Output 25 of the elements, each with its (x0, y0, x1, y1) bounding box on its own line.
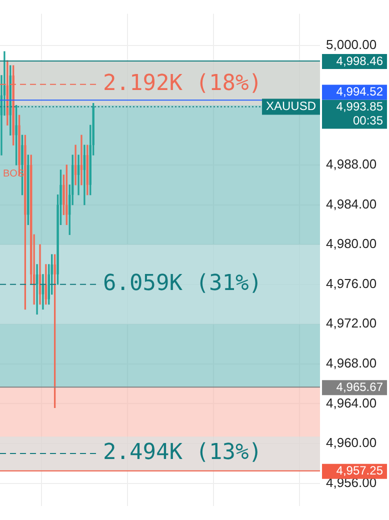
ref-line-label: 4,998.46 (336, 54, 384, 68)
annotation: XAUUSD (266, 99, 316, 114)
y-tick-label: 4,972.00 (326, 316, 377, 331)
ref-line-label: 6.059K (31%) (103, 271, 262, 296)
y-tick-label: 4,968.00 (326, 356, 377, 371)
ref-line-label: 4,994.52 (336, 84, 384, 99)
y-tick-label: 4,960.00 (326, 435, 377, 450)
candlestick (77, 154, 80, 196)
y-tick-label: 4,980.00 (326, 236, 377, 252)
y-tick-label: 4,964.00 (326, 395, 377, 410)
candlestick (36, 264, 38, 315)
ref-line-label: 4,957.25 (336, 464, 384, 478)
candlestick (54, 254, 56, 408)
candlestick (15, 104, 18, 166)
y-tick-label: 4,988.00 (326, 156, 377, 172)
ref-line-label: 4,993.85 00:35 (336, 100, 384, 128)
ref-line-label: 4,965.67 (336, 380, 384, 394)
ref-line-label: 2.192K (18%) (103, 71, 262, 96)
candlestick (24, 134, 26, 310)
candlestick (83, 144, 86, 206)
ref-line-label: 2.494K (13%) (103, 440, 262, 466)
candlestick (80, 134, 83, 186)
y-tick-label: 4,984.00 (326, 196, 377, 212)
y-tick-label: 5,000.00 (326, 37, 377, 52)
y-tick-label: 4,976.00 (326, 276, 377, 291)
